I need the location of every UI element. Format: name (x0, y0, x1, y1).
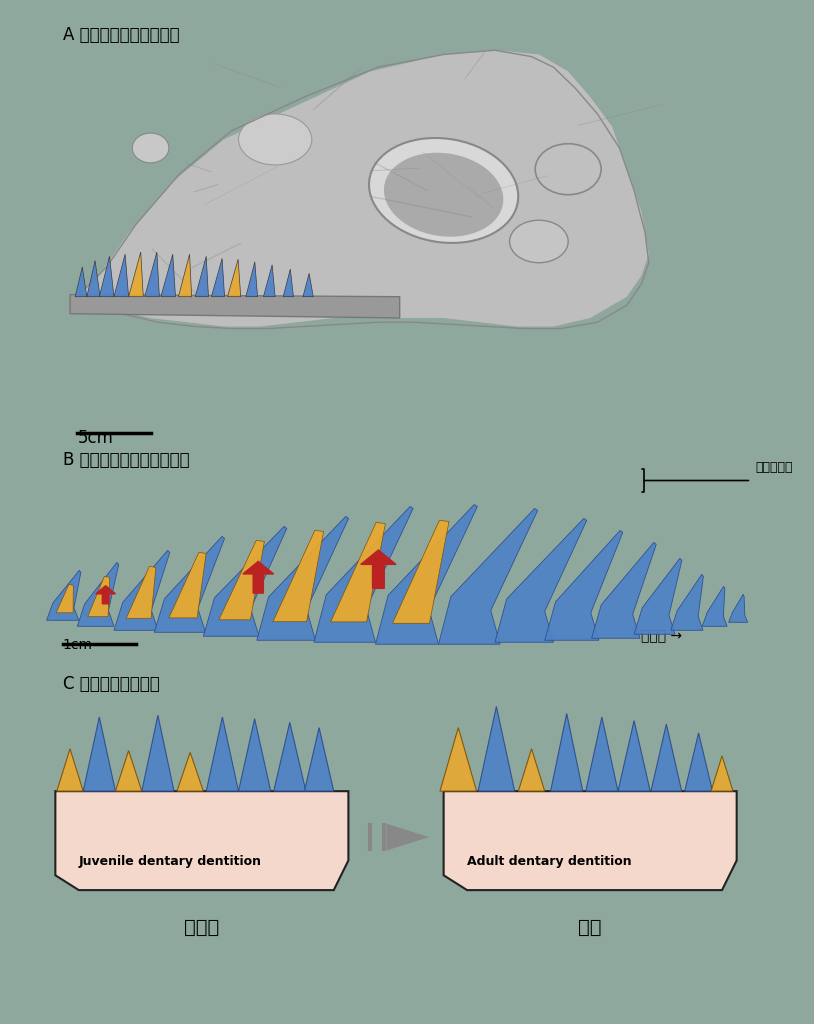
Polygon shape (145, 252, 160, 297)
Polygon shape (228, 259, 241, 297)
Polygon shape (77, 50, 649, 327)
Polygon shape (57, 749, 83, 792)
Polygon shape (212, 258, 225, 297)
Polygon shape (257, 516, 348, 640)
Polygon shape (618, 721, 650, 792)
Polygon shape (87, 260, 100, 297)
Polygon shape (375, 505, 477, 644)
Text: Adult dentary dentition: Adult dentary dentition (467, 855, 632, 868)
Polygon shape (392, 520, 449, 624)
Polygon shape (545, 530, 623, 640)
Text: B 上顎歯列の立体構築画像: B 上顎歯列の立体構築画像 (63, 451, 190, 469)
Polygon shape (273, 530, 324, 622)
Polygon shape (55, 792, 348, 890)
Polygon shape (129, 252, 143, 297)
Polygon shape (729, 594, 748, 623)
Ellipse shape (536, 143, 602, 195)
Polygon shape (246, 262, 257, 297)
Polygon shape (314, 507, 414, 642)
Text: Juvenile dentary dentition: Juvenile dentary dentition (79, 855, 262, 868)
Polygon shape (154, 537, 225, 632)
Polygon shape (177, 753, 204, 792)
Polygon shape (114, 551, 170, 630)
Text: 前歯側 →: 前歯側 → (641, 630, 683, 643)
Polygon shape (651, 724, 682, 792)
Polygon shape (126, 566, 155, 618)
Polygon shape (550, 714, 583, 792)
FancyArrow shape (361, 550, 396, 589)
Polygon shape (304, 728, 334, 792)
Polygon shape (204, 526, 287, 636)
Polygon shape (444, 792, 737, 890)
Polygon shape (219, 541, 265, 620)
Polygon shape (114, 254, 129, 297)
Polygon shape (303, 273, 313, 297)
Polygon shape (711, 756, 733, 792)
Polygon shape (142, 715, 174, 792)
Ellipse shape (384, 153, 503, 237)
Polygon shape (178, 254, 191, 297)
Polygon shape (330, 522, 385, 622)
Polygon shape (56, 585, 73, 612)
Polygon shape (283, 269, 293, 297)
Polygon shape (702, 587, 727, 627)
Text: A 頭蓋骨の立体構築画像: A 頭蓋骨の立体構築画像 (63, 26, 179, 44)
Polygon shape (239, 719, 271, 792)
Polygon shape (592, 543, 656, 638)
Polygon shape (99, 256, 114, 297)
Ellipse shape (133, 133, 169, 163)
Text: 5cm: 5cm (77, 429, 113, 447)
Polygon shape (685, 733, 712, 792)
Text: 大人: 大人 (579, 918, 602, 937)
Polygon shape (116, 751, 142, 792)
Ellipse shape (369, 138, 519, 243)
Text: 前上顎骨歯: 前上顎骨歯 (755, 461, 793, 473)
FancyArrow shape (243, 561, 274, 593)
Polygon shape (169, 552, 206, 617)
Text: 1cm: 1cm (63, 638, 93, 652)
Polygon shape (83, 717, 116, 792)
Ellipse shape (510, 220, 568, 263)
Polygon shape (519, 749, 545, 792)
Ellipse shape (239, 114, 312, 165)
Polygon shape (264, 265, 275, 297)
Text: 子ども: 子ども (184, 918, 220, 937)
Polygon shape (206, 717, 239, 792)
Polygon shape (75, 267, 87, 297)
Polygon shape (495, 518, 587, 642)
Polygon shape (88, 577, 110, 616)
Polygon shape (478, 707, 514, 792)
Text: C 下顎歯列の模式図: C 下顎歯列の模式図 (63, 675, 160, 693)
Polygon shape (77, 50, 649, 327)
Polygon shape (274, 722, 306, 792)
FancyArrow shape (96, 586, 116, 604)
Polygon shape (77, 562, 119, 627)
Polygon shape (70, 295, 400, 317)
Polygon shape (161, 254, 176, 297)
Polygon shape (671, 574, 703, 630)
Polygon shape (387, 823, 429, 851)
Polygon shape (440, 728, 477, 792)
Polygon shape (46, 570, 81, 621)
Polygon shape (634, 558, 682, 634)
Polygon shape (439, 509, 538, 644)
Polygon shape (195, 256, 208, 297)
Polygon shape (586, 717, 618, 792)
